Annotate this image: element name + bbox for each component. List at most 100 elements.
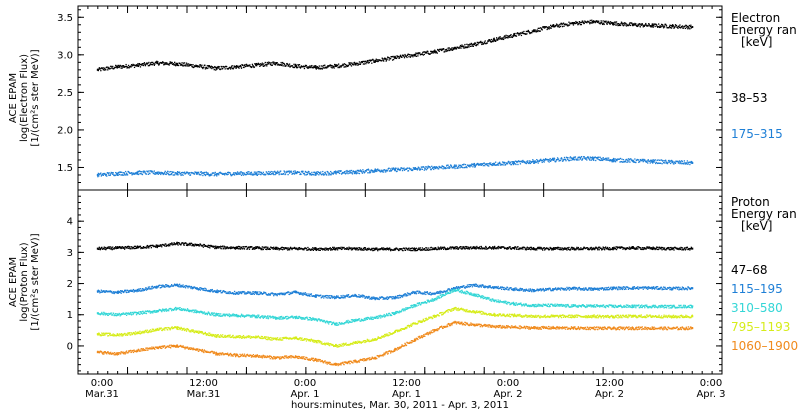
data-point: [300, 66, 302, 68]
data-point: [236, 171, 239, 173]
data-point: [276, 62, 278, 64]
data-point: [415, 247, 418, 249]
data-point: [393, 168, 396, 170]
data-point: [550, 249, 553, 251]
data-point: [421, 53, 423, 55]
data-point: [621, 288, 624, 291]
data-point: [165, 284, 167, 286]
data-point: [582, 248, 584, 251]
data-point: [282, 65, 284, 67]
data-point: [116, 172, 119, 175]
data-point: [267, 172, 269, 175]
data-point: [378, 248, 380, 250]
data-point: [332, 172, 334, 175]
data-point: [644, 24, 646, 27]
data-point: [430, 168, 432, 171]
data-point: [453, 165, 455, 168]
data-point: [602, 23, 604, 26]
data-point: [227, 173, 229, 175]
data-point: [535, 31, 537, 33]
data-point: [551, 157, 554, 160]
data-point: [498, 162, 500, 165]
data-point: [238, 173, 241, 175]
data-point: [657, 159, 659, 161]
data-point: [342, 294, 344, 297]
data-point: [336, 171, 339, 174]
data-point: [454, 165, 457, 167]
data-point: [140, 63, 143, 66]
data-point: [627, 286, 629, 289]
data-point: [235, 246, 238, 249]
data-point: [518, 248, 520, 251]
data-point: [585, 287, 587, 289]
data-point: [372, 59, 374, 61]
data-point: [575, 249, 577, 251]
data-point: [307, 294, 310, 297]
data-point: [189, 286, 192, 288]
data-point: [214, 171, 216, 174]
data-point: [447, 167, 450, 169]
data-point: [443, 51, 446, 53]
data-point: [519, 287, 522, 290]
data-point: [465, 247, 468, 249]
data-point: [418, 247, 420, 249]
data-point: [108, 66, 110, 69]
data-point: [218, 67, 220, 69]
data-point: [462, 167, 464, 169]
data-point: [217, 291, 219, 294]
y-axis-label: log(Electron Flux): [19, 54, 30, 142]
data-point: [343, 295, 346, 297]
data-point: [261, 246, 263, 248]
data-point: [145, 173, 148, 175]
data-point: [251, 63, 254, 66]
data-point: [572, 286, 575, 288]
data-point: [513, 247, 515, 249]
data-point: [306, 173, 309, 176]
data-point: [522, 159, 524, 162]
data-point: [169, 245, 171, 247]
data-point: [329, 65, 331, 67]
data-point: [136, 290, 138, 293]
data-point: [315, 296, 317, 298]
data-point: [642, 248, 644, 251]
data-point: [631, 247, 634, 250]
data-point: [239, 171, 241, 174]
data-point: [635, 248, 637, 251]
data-point: [294, 65, 297, 68]
data-point: [485, 286, 487, 288]
data-point: [266, 65, 268, 67]
data-point: [115, 66, 117, 68]
data-point: [262, 248, 264, 250]
data-point: [204, 171, 206, 174]
data-point: [324, 64, 326, 66]
data-point: [458, 165, 461, 167]
data-point: [111, 248, 113, 251]
data-point: [223, 172, 225, 175]
data-point: [251, 246, 253, 248]
data-point: [518, 288, 521, 290]
data-point: [357, 172, 359, 174]
data-point: [525, 33, 527, 36]
data-point: [307, 172, 309, 174]
data-point: [480, 163, 482, 165]
data-point: [674, 26, 676, 28]
data-point: [296, 172, 298, 174]
data-point: [293, 291, 296, 293]
data-point: [487, 285, 489, 288]
data-point: [610, 159, 612, 161]
data-point: [162, 172, 164, 175]
data-point: [386, 296, 388, 298]
data-point: [351, 62, 353, 64]
data-point: [190, 64, 193, 66]
data-point: [499, 36, 501, 38]
data-point: [232, 173, 234, 176]
data-point: [527, 29, 530, 32]
data-point: [219, 290, 221, 293]
data-point: [153, 172, 155, 175]
data-point: [436, 291, 438, 294]
data-point: [681, 249, 683, 251]
data-point: [532, 288, 534, 291]
data-point: [559, 288, 561, 290]
data-point: [549, 160, 552, 162]
data-point: [376, 59, 378, 61]
